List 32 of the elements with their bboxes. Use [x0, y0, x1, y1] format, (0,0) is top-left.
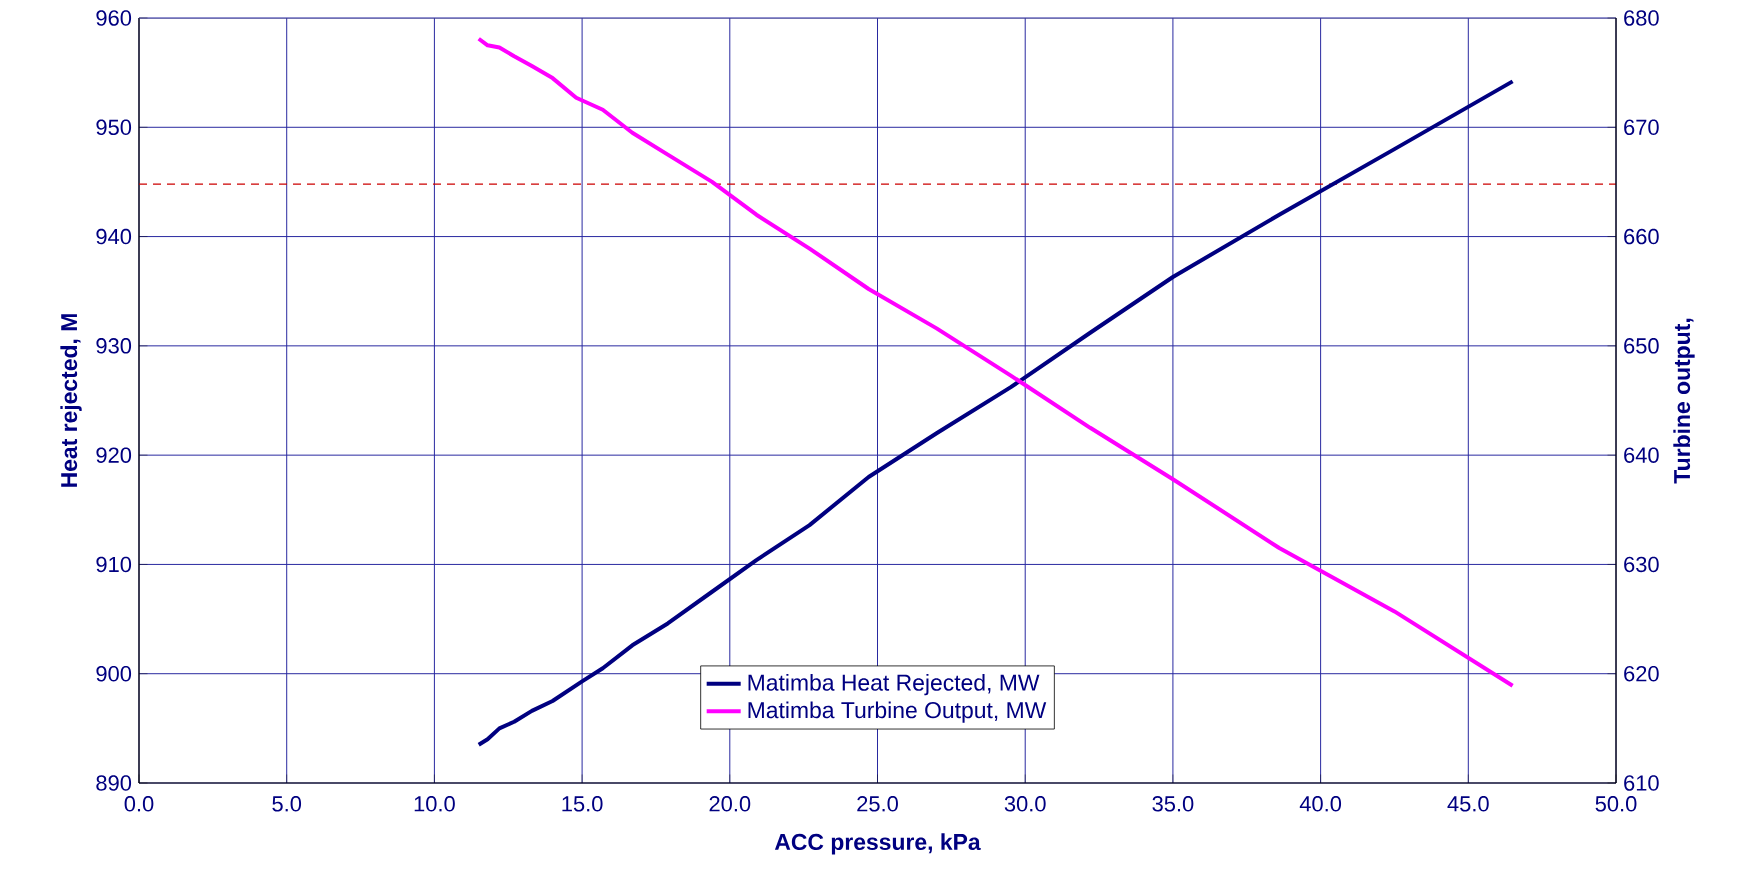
y2-tick-label: 630 [1624, 556, 1659, 573]
x-tick-label: 5.0 [272, 796, 302, 812]
y-tick-label: 930 [96, 338, 132, 354]
legend-label: Matimba Turbine Output, MW [748, 701, 1047, 723]
x-tick-label: 10.0 [414, 796, 455, 812]
y2-tick-label: 680 [1624, 10, 1659, 26]
y2-tick-label: 650 [1624, 338, 1659, 354]
y-tick-label: 950 [96, 119, 132, 136]
y2-tick-label: 640 [1624, 447, 1659, 463]
x-axis-title: ACC pressure, kPa [774, 833, 981, 855]
x-tick-label: 0.0 [124, 796, 154, 812]
y2-axis-title: Turbine output, [1673, 318, 1695, 484]
legend-label: Matimba Heat Rejected, MW [748, 673, 1040, 696]
x-tick-label: 50.0 [1595, 796, 1637, 812]
y-axis-title: Heat rejected, M [60, 314, 82, 487]
y-tick-label: 910 [96, 556, 132, 573]
y-tick-label: 940 [96, 228, 132, 245]
x-tick-label: 45.0 [1447, 796, 1489, 812]
y-tick-label: 960 [96, 10, 132, 26]
y-tick-label: 920 [96, 447, 132, 463]
x-tick-label: 25.0 [857, 796, 898, 812]
x-tick-label: 35.0 [1152, 796, 1194, 812]
y2-tick-label: 660 [1624, 228, 1659, 245]
x-tick-label: 20.0 [709, 796, 751, 812]
x-tick-label: 15.0 [562, 796, 603, 812]
y2-tick-label: 610 [1624, 775, 1659, 791]
y-tick-label: 900 [96, 665, 132, 682]
x-tick-label: 40.0 [1299, 796, 1342, 812]
x-tick-label: 30.0 [1004, 796, 1046, 812]
y2-tick-label: 620 [1624, 665, 1659, 682]
y2-tick-label: 670 [1624, 119, 1659, 136]
y-tick-label: 890 [96, 775, 132, 791]
